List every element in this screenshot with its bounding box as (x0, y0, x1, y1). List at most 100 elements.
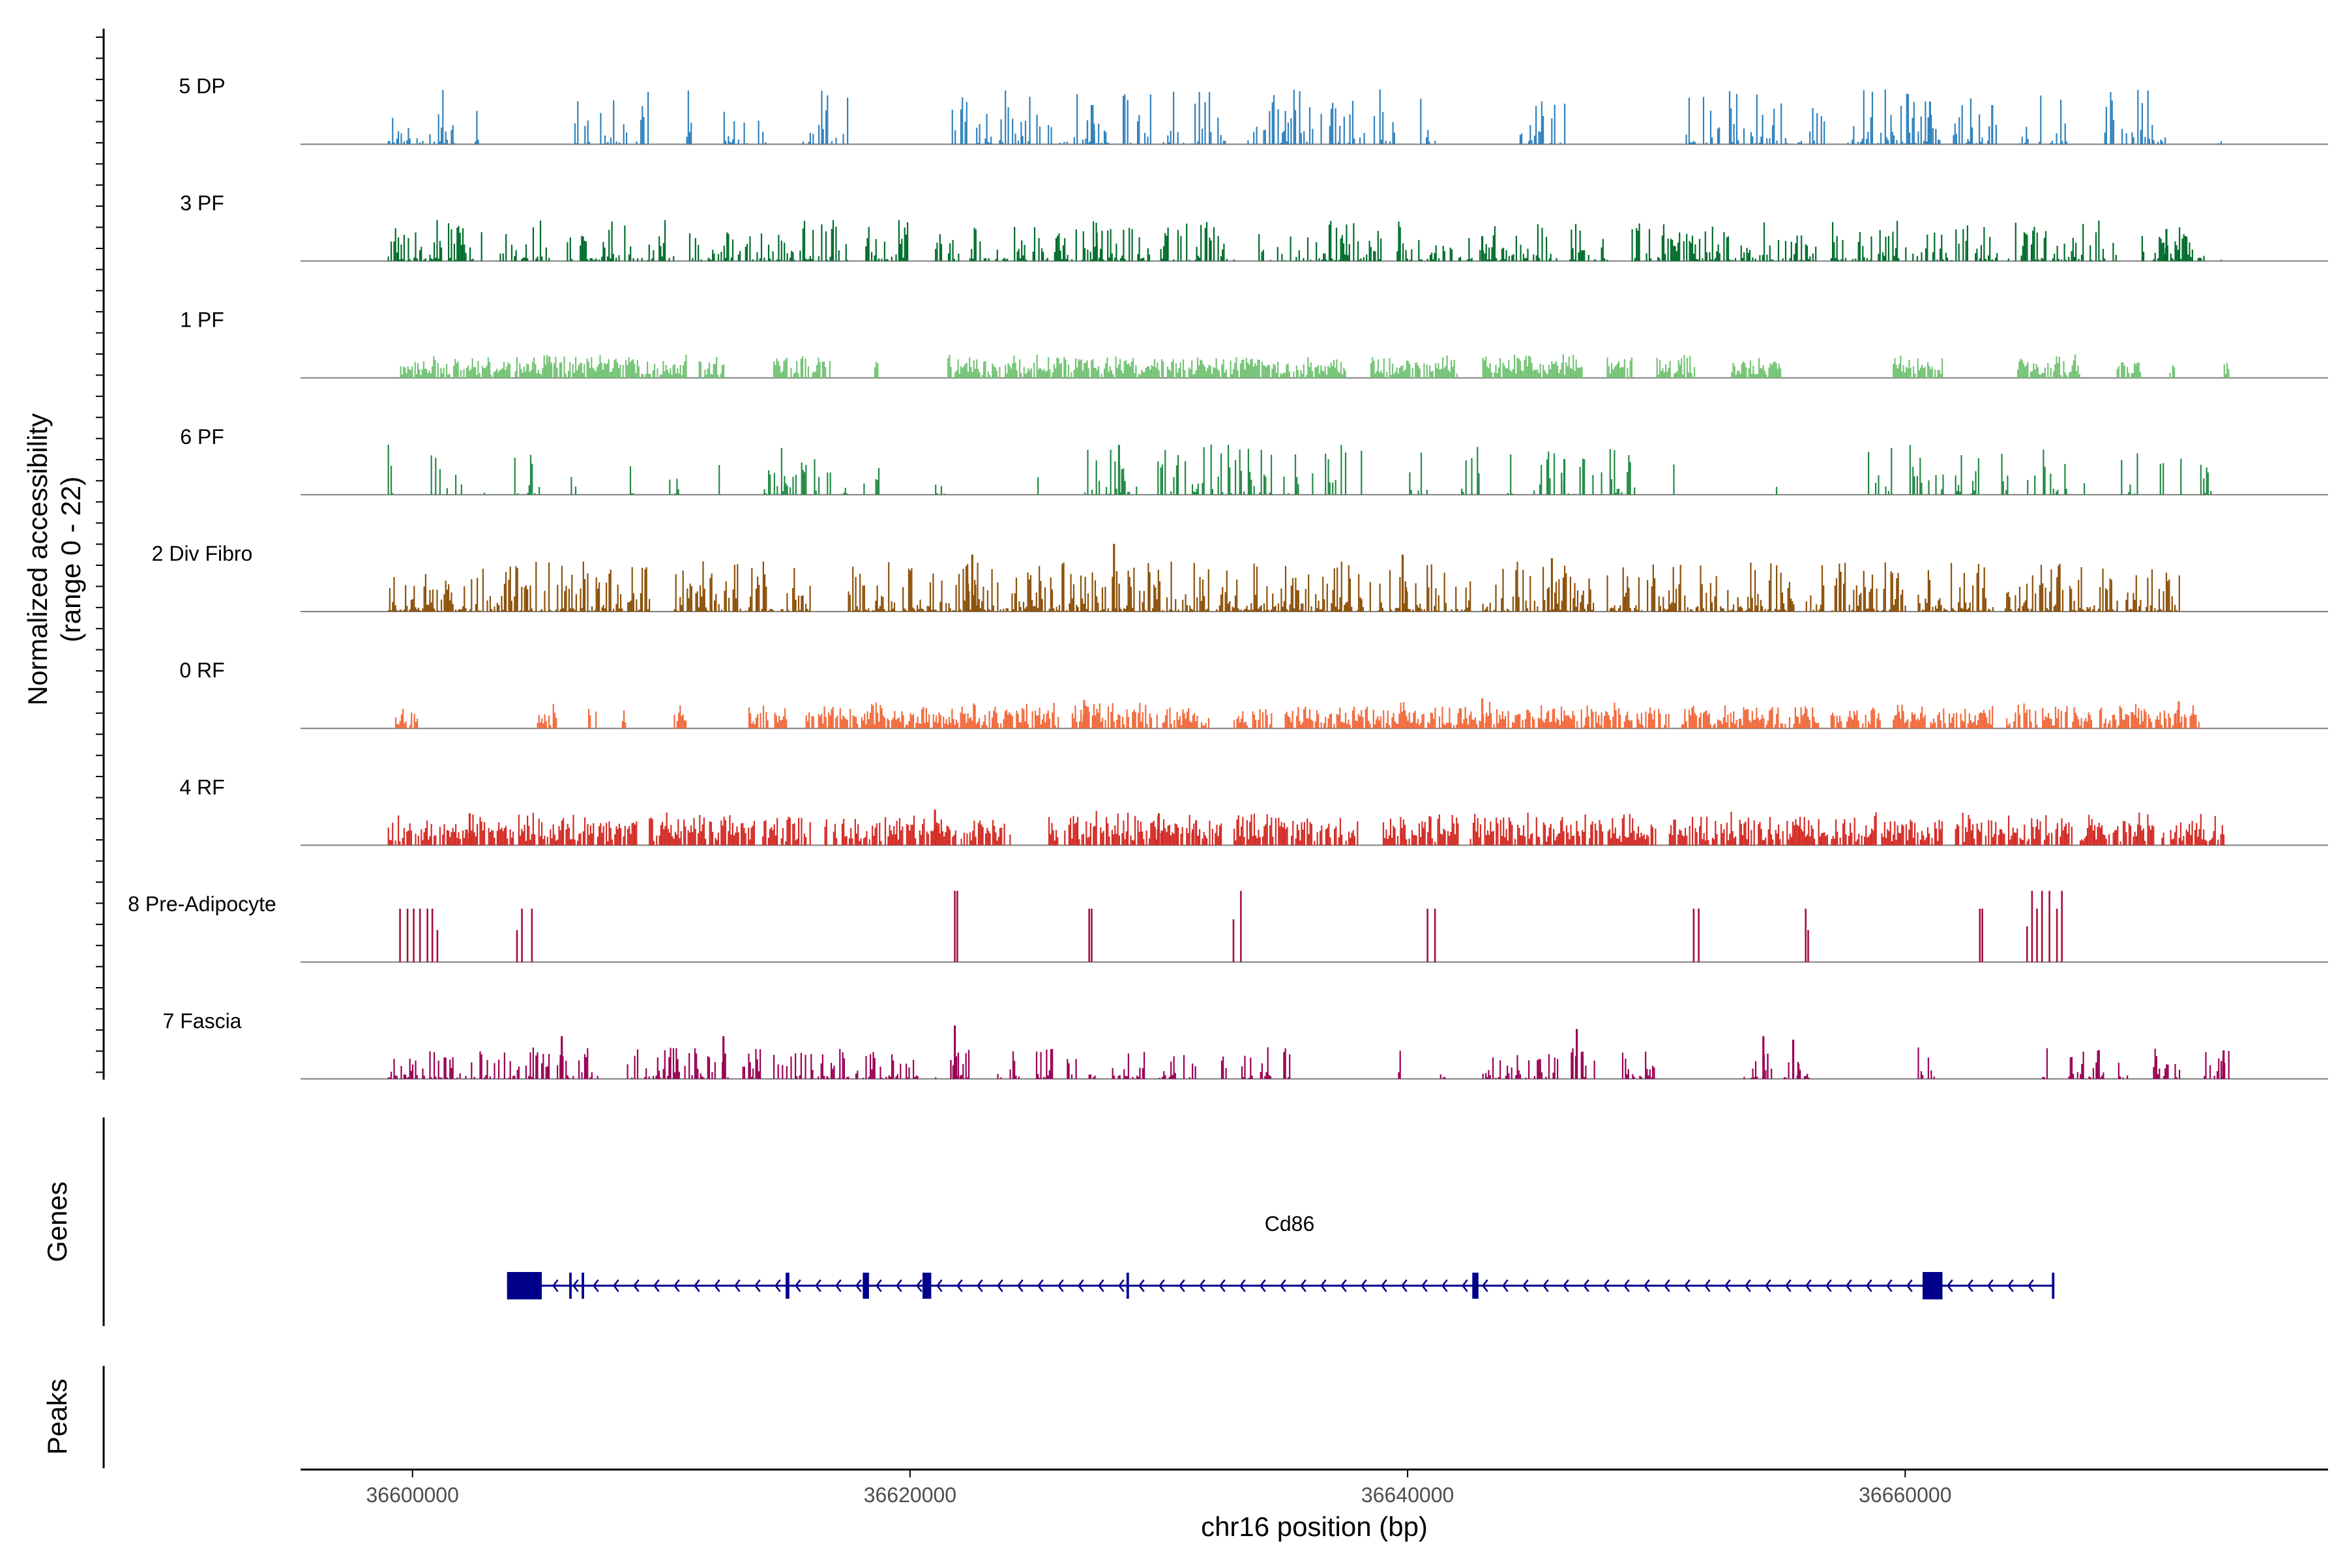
coverage-bar (692, 832, 693, 845)
coverage-bar (1182, 827, 1183, 846)
coverage-bar (1897, 221, 1898, 261)
coverage-peak (1483, 250, 1484, 261)
coverage-bar (544, 715, 546, 729)
coverage-bar (633, 823, 634, 846)
coverage-bar (1627, 472, 1628, 495)
coverage-bar (1791, 837, 1792, 845)
coverage-bar (2086, 607, 2088, 612)
coverage-bar (407, 366, 409, 377)
coverage-bar (881, 1078, 883, 1079)
coverage-bar (1461, 489, 1462, 495)
coverage-bar (1003, 719, 1005, 728)
coverage-bar (441, 248, 442, 261)
coverage-bar (704, 370, 705, 378)
coverage-bar (1256, 126, 1258, 144)
coverage-bar (508, 362, 509, 378)
coverage-bar (1919, 720, 1920, 729)
coverage-bar (2164, 138, 2166, 145)
coverage-bar (1348, 832, 1350, 846)
coverage-bar (1484, 254, 1485, 261)
coverage-bar (460, 609, 461, 612)
coverage-bar (728, 136, 729, 144)
coverage-bar (1762, 115, 1764, 144)
coverage-bar (1027, 724, 1029, 728)
coverage-bar (2211, 838, 2213, 845)
coverage-bar (1220, 453, 1222, 494)
coverage-bar (2075, 713, 2076, 728)
coverage-bar (1979, 832, 1981, 846)
coverage-bar (388, 141, 389, 144)
coverage-bar (984, 139, 986, 145)
coverage-bar (2093, 605, 2095, 612)
coverage-bar (1626, 838, 1627, 846)
coverage-bar (2009, 597, 2011, 612)
coverage-bar (1042, 371, 1043, 378)
coverage-bar (1198, 484, 1199, 495)
coverage-bar (973, 361, 975, 378)
coverage-bar (1928, 481, 1929, 495)
coverage-bar (1578, 831, 1579, 846)
coverage-bar (765, 142, 767, 144)
coverage-bar (1697, 606, 1698, 612)
coverage-bar (1562, 721, 1563, 728)
coverage-bar (1568, 494, 1569, 495)
coverage-bar (1980, 712, 1981, 728)
coverage-bar (1222, 1057, 1224, 1079)
coverage-bar (533, 813, 534, 846)
coverage-bar (525, 841, 527, 846)
coverage-bar (1327, 366, 1329, 378)
coverage-bar (1048, 817, 1050, 845)
coverage-bar (1199, 258, 1200, 261)
coverage-bar (903, 715, 904, 728)
coverage-bar (1177, 455, 1179, 495)
coverage-bar (2014, 833, 2015, 846)
coverage-bar (1340, 597, 1341, 612)
coverage-bar (537, 1052, 538, 1079)
coverage-bar (1484, 818, 1486, 846)
coverage-bar (893, 608, 894, 612)
coverage-bar (971, 720, 973, 728)
coverage-peak (1979, 909, 1981, 962)
coverage-bar (1769, 246, 1771, 261)
coverage-bar (763, 561, 764, 612)
coverage-bar (967, 713, 969, 728)
coverage-bar (1871, 829, 1872, 845)
coverage-bar (1076, 722, 1078, 728)
coverage-bar (742, 823, 743, 845)
coverage-bar (1496, 258, 1497, 261)
coverage-bar (1709, 713, 1710, 728)
coverage-bar (1802, 715, 1803, 728)
coverage-bar (1770, 563, 1771, 612)
coverage-bar (1051, 127, 1052, 144)
coverage-bar (1462, 724, 1463, 729)
coverage-bar (1509, 256, 1510, 261)
coverage-bar (475, 604, 477, 612)
coverage-bar (1026, 372, 1027, 377)
coverage-bar (1905, 247, 1906, 261)
coverage-bar (1463, 719, 1464, 728)
coverage-bar (783, 717, 784, 729)
coverage-bar (732, 239, 733, 261)
coverage-bar (1037, 115, 1038, 144)
coverage-bar (675, 574, 677, 612)
coverage-bar (1885, 563, 1886, 612)
coverage-bar (1614, 703, 1615, 729)
coverage-bar (1504, 837, 1505, 845)
coverage-bar (1167, 136, 1168, 145)
coverage-bar (591, 357, 592, 378)
coverage-bar (1241, 360, 1243, 378)
coverage-bar (419, 610, 421, 612)
coverage-bar (501, 828, 502, 846)
coverage-bar (1553, 829, 1554, 846)
coverage-bar (2033, 227, 2035, 261)
coverage-bar (2115, 610, 2116, 612)
coverage-bar (391, 1072, 392, 1079)
coverage-bar (707, 1056, 709, 1079)
coverage-bar (1616, 710, 1617, 728)
coverage-bar (979, 241, 981, 261)
coverage-bar (1777, 707, 1779, 728)
coverage-bar (1158, 570, 1159, 612)
coverage-bar (1163, 142, 1164, 144)
coverage-bar (1008, 108, 1009, 145)
coverage-bar (1952, 608, 1953, 612)
